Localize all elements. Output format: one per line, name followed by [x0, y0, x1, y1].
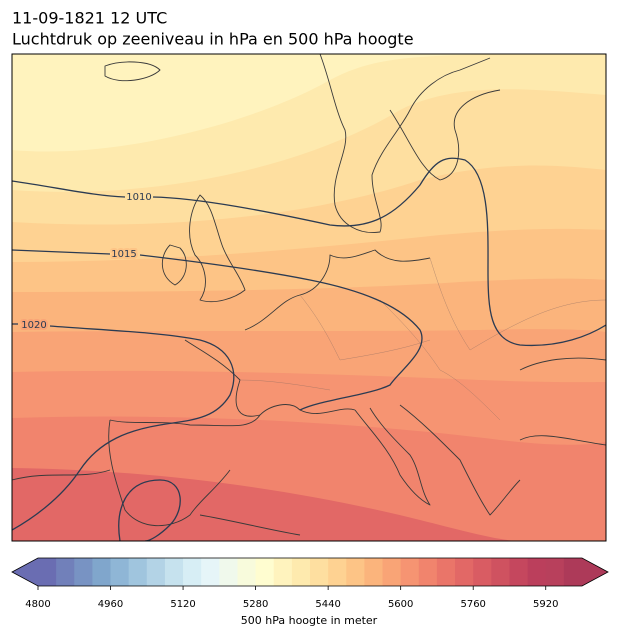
isobar-label: 1020: [21, 320, 46, 331]
coastline: [519, 357, 606, 446]
colorbar-tick-label: 5600: [388, 599, 413, 610]
coastline: [399, 404, 521, 516]
colorbar-segment: [436, 558, 456, 586]
map-frame: [11, 53, 607, 542]
colorbar-segment: [527, 558, 547, 586]
colorbar-segment: [128, 558, 148, 586]
colorbar-tick-label: 4960: [98, 599, 123, 610]
colorbar-segment: [364, 558, 384, 586]
coastline: [189, 194, 246, 303]
colorbar-extend: [12, 558, 38, 586]
colorbar-segment: [146, 558, 166, 586]
colorbar-outline: [11, 557, 609, 587]
colorbar-label: 500 hPa hoogte in meter: [241, 614, 378, 627]
colorbar-segment: [255, 558, 275, 586]
colorbar-tick-label: 5280: [243, 599, 268, 610]
isobar: [12, 323, 235, 531]
colorbar-segment: [56, 558, 75, 586]
colorbar-segment: [310, 558, 329, 586]
colorbar-tick-label: 5920: [533, 599, 558, 610]
coastline: [389, 89, 501, 181]
colorbar-extend: [582, 558, 608, 586]
coastline: [319, 54, 491, 233]
coastline: [104, 61, 161, 82]
colorbar-segment: [491, 558, 510, 586]
colorbar-segment: [328, 558, 347, 586]
colorbar-tick-label: 4800: [25, 599, 50, 610]
isobar-label: 1015: [111, 249, 136, 260]
colorbar-segment: [237, 558, 257, 586]
colorbar-segment: [563, 558, 583, 586]
isobar: [12, 249, 423, 411]
isobar-label: 1010: [126, 192, 151, 203]
colorbar-segment: [92, 558, 112, 586]
colorbar-segment: [74, 558, 93, 586]
colorbar-segment: [201, 558, 220, 586]
coastline: [108, 414, 261, 527]
coastline: [354, 407, 431, 506]
colorbar-tick-label: 5440: [315, 599, 340, 610]
map: 1010 1015 1020: [12, 54, 606, 541]
colorbar-segment: [382, 558, 402, 586]
colorbar-segment: [219, 558, 238, 586]
colorbar-tick-label: 5760: [460, 599, 485, 610]
colorbar-tick-label: 5120: [170, 599, 195, 610]
isobar: [12, 157, 606, 347]
coastline: [161, 244, 187, 286]
title-line: 11-09-1821 12 UTC: [12, 9, 167, 28]
coastline: [244, 249, 431, 331]
colorbar-segment: [273, 558, 293, 586]
colorbar-segment: [455, 558, 474, 586]
colorbar-segment: [473, 558, 492, 586]
colorbar-segment: [38, 558, 57, 586]
colorbar-segment: [110, 558, 130, 586]
colorbar-segment: [400, 558, 420, 586]
isobar: [118, 479, 181, 541]
colorbar-segment: [183, 558, 202, 586]
title-line: Luchtdruk op zeeniveau in hPa en 500 hPa…: [12, 30, 414, 49]
country-border: [239, 257, 606, 421]
colorbar-segment: [164, 558, 184, 586]
colorbar-segment: [509, 558, 529, 586]
colorbar: 4800 4960 5120 5280 5440 5600 5760 5920: [11, 557, 609, 610]
colorbar-segment: [545, 558, 565, 586]
colorbar-segment: [418, 558, 438, 586]
colorbar-segment: [346, 558, 365, 586]
colorbar-segment: [291, 558, 311, 586]
field-band: [12, 468, 520, 541]
coastline: [12, 469, 301, 536]
